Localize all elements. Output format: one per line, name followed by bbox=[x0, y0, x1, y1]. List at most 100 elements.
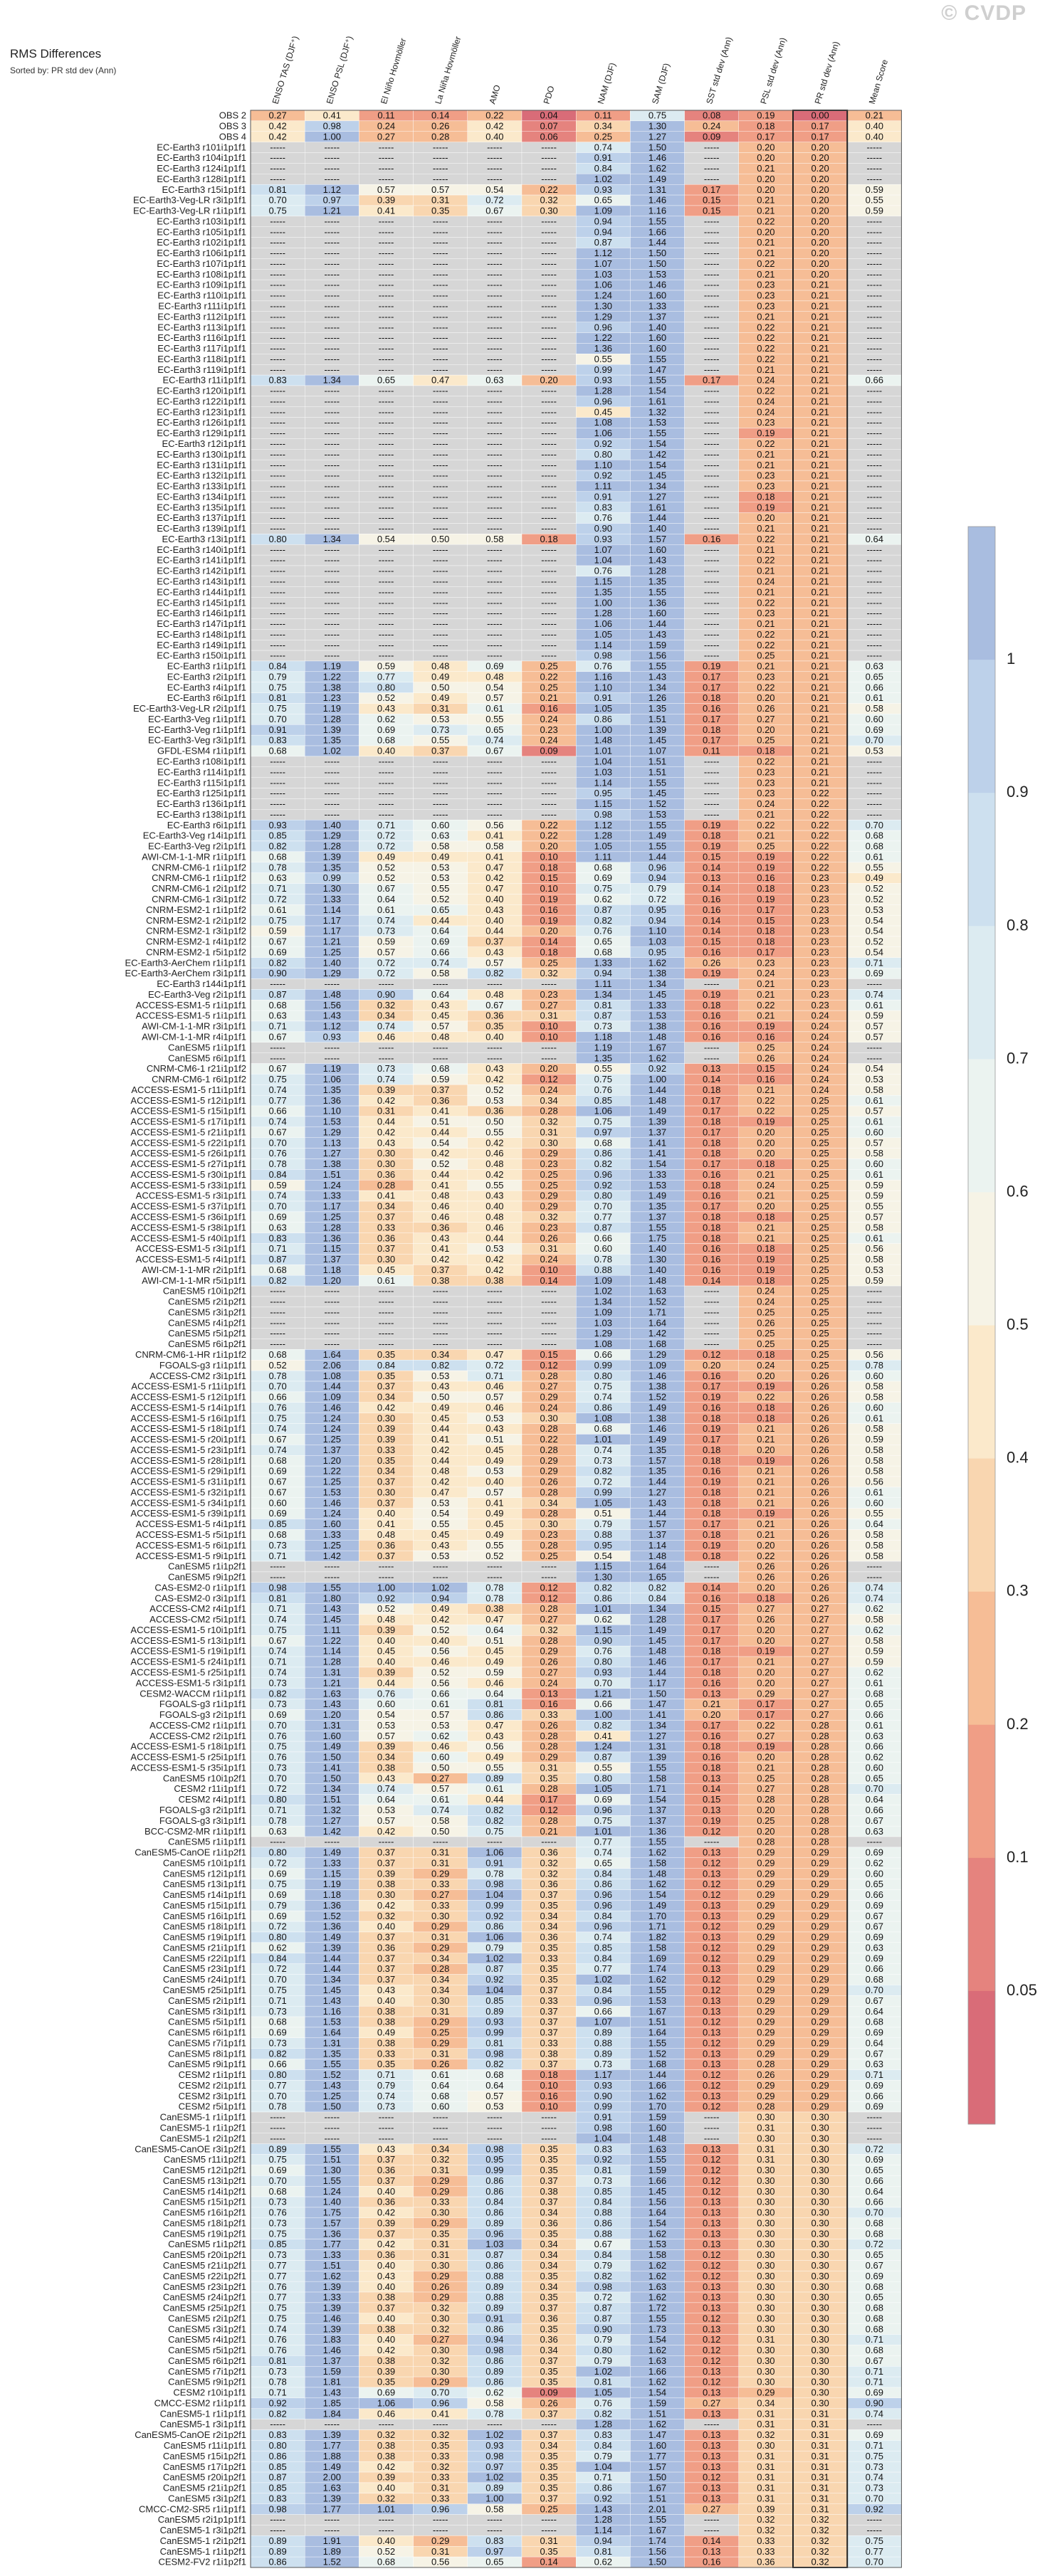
cell-value: 0.21 bbox=[811, 301, 829, 312]
cell-value: 1.42 bbox=[648, 1328, 666, 1339]
cell-value: 0.28 bbox=[811, 1815, 829, 1826]
cell-value: 0.16 bbox=[703, 946, 720, 957]
cell-value: 0.28 bbox=[811, 1762, 829, 1773]
cell-value: 1.02 bbox=[594, 174, 612, 184]
cell-value: 1.05 bbox=[594, 1497, 612, 1508]
cell-value: 0.70 bbox=[866, 735, 883, 746]
cell-value: ----- bbox=[487, 2133, 503, 2143]
cell-value: ----- bbox=[866, 386, 882, 396]
cell-value: 1.17 bbox=[323, 915, 341, 926]
cell-value: 0.66 bbox=[866, 2197, 883, 2207]
cell-value: ----- bbox=[704, 152, 720, 163]
cell-value: 1.66 bbox=[648, 226, 666, 237]
cell-value: 1.12 bbox=[594, 820, 612, 830]
cell-value: 0.68 bbox=[431, 1063, 449, 1074]
cell-value: 0.61 bbox=[377, 904, 395, 915]
cell-value: 0.55 bbox=[485, 1540, 503, 1551]
cell-value: 0.52 bbox=[431, 1158, 449, 1169]
cell-value: ----- bbox=[324, 491, 340, 502]
cell-value: 0.18 bbox=[703, 1551, 720, 1561]
cell-value: 1.29 bbox=[323, 1126, 341, 1137]
cell-value: 1.08 bbox=[323, 1371, 341, 1381]
cell-value: ----- bbox=[541, 322, 557, 332]
cell-value: 0.29 bbox=[811, 1932, 829, 1943]
row-label: CNRM-ESM2-1 r3i1p1f2 bbox=[146, 926, 246, 936]
cell-value: 1.00 bbox=[594, 724, 612, 735]
cell-value: ----- bbox=[866, 512, 882, 523]
cell-value: 1.44 bbox=[323, 1963, 341, 1974]
cell-value: 0.39 bbox=[377, 2217, 395, 2228]
cell-value: 1.57 bbox=[648, 1455, 666, 1466]
cell-value: ----- bbox=[324, 629, 340, 640]
cell-value: 1.28 bbox=[594, 830, 612, 841]
cell-value: 0.65 bbox=[866, 671, 883, 682]
cell-value: 0.22 bbox=[757, 386, 774, 396]
cell-value: 0.99 bbox=[485, 2027, 503, 2038]
cell-value: ----- bbox=[704, 343, 720, 354]
cell-value: 0.24 bbox=[540, 735, 557, 746]
row-label: ACCESS-ESM1-5 r11i1p1f1 bbox=[131, 1381, 246, 1392]
cell-value: ----- bbox=[704, 502, 720, 512]
cell-value: 0.21 bbox=[811, 523, 829, 534]
cell-value: 1.22 bbox=[323, 1466, 341, 1477]
cell-value: 1.15 bbox=[594, 576, 612, 586]
cell-value: 0.16 bbox=[703, 1010, 720, 1021]
cell-value: ----- bbox=[324, 502, 340, 512]
cell-value: 0.30 bbox=[431, 1911, 449, 1921]
cell-value: 0.83 bbox=[594, 502, 612, 512]
cell-value: 0.58 bbox=[866, 1455, 883, 1466]
cell-value: 0.74 bbox=[594, 1932, 612, 1943]
cell-value: 1.29 bbox=[594, 1328, 612, 1339]
cell-value: 0.27 bbox=[757, 1783, 774, 1794]
cell-value: 0.25 bbox=[540, 1169, 557, 1180]
cell-value: ----- bbox=[324, 396, 340, 406]
cell-value: 0.42 bbox=[485, 1254, 503, 1265]
cell-value: 1.42 bbox=[648, 449, 666, 460]
cell-value: 0.20 bbox=[757, 226, 774, 237]
cell-value: ----- bbox=[433, 258, 448, 269]
row-label: CNRM-ESM2-1 r4i1p1f2 bbox=[146, 936, 246, 947]
cell-value: 0.45 bbox=[377, 1265, 395, 1275]
cell-value: 1.53 bbox=[648, 417, 666, 428]
cell-value: 1.37 bbox=[648, 1212, 666, 1223]
cell-value: 0.22 bbox=[757, 629, 774, 640]
cell-value: 0.61 bbox=[268, 904, 286, 915]
cell-value: 0.29 bbox=[757, 1921, 774, 1932]
cell-value: 0.63 bbox=[485, 375, 503, 386]
cell-value: 0.66 bbox=[866, 375, 883, 386]
cell-value: 0.45 bbox=[485, 1445, 503, 1455]
cell-value: 0.76 bbox=[594, 566, 612, 576]
cell-value: 0.57 bbox=[377, 1731, 395, 1741]
cell-value: 0.44 bbox=[431, 915, 449, 926]
cell-value: ----- bbox=[541, 417, 557, 428]
cell-value: 1.36 bbox=[323, 1095, 341, 1106]
cell-value: 0.53 bbox=[485, 1243, 503, 1254]
cell-value: 0.72 bbox=[377, 830, 395, 841]
cell-value: 0.44 bbox=[377, 1117, 395, 1127]
cell-value: 0.18 bbox=[757, 1275, 774, 1286]
cell-value: ----- bbox=[487, 650, 503, 661]
cell-value: ----- bbox=[433, 396, 448, 406]
cell-value: 0.43 bbox=[377, 1137, 395, 1148]
cell-value: 0.20 bbox=[757, 174, 774, 184]
cell-value: ----- bbox=[487, 428, 503, 438]
row-label: EC-Earth3 r129i1p1f1 bbox=[157, 428, 246, 438]
cell-value: 1.63 bbox=[323, 1688, 341, 1699]
cell-value: 0.69 bbox=[866, 2027, 883, 2038]
cell-value: 0.30 bbox=[757, 2165, 774, 2175]
cell-value: 0.33 bbox=[540, 1953, 557, 1963]
cell-value: 1.09 bbox=[594, 1275, 612, 1286]
cell-value: 0.30 bbox=[757, 2133, 774, 2143]
cell-value: 0.58 bbox=[431, 968, 449, 978]
cell-value: 1.59 bbox=[648, 640, 666, 650]
cell-value: 0.32 bbox=[540, 1868, 557, 1879]
cell-value: 0.35 bbox=[377, 1455, 395, 1466]
cell-value: 0.67 bbox=[268, 1487, 286, 1497]
cell-value: 1.19 bbox=[323, 661, 341, 672]
cell-value: 0.75 bbox=[268, 915, 286, 926]
cell-value: 0.45 bbox=[431, 1529, 449, 1540]
cell-value: ----- bbox=[433, 618, 448, 629]
cell-value: ----- bbox=[324, 290, 340, 301]
cell-value: 0.20 bbox=[703, 1360, 720, 1371]
cell-value: 0.21 bbox=[811, 396, 829, 406]
